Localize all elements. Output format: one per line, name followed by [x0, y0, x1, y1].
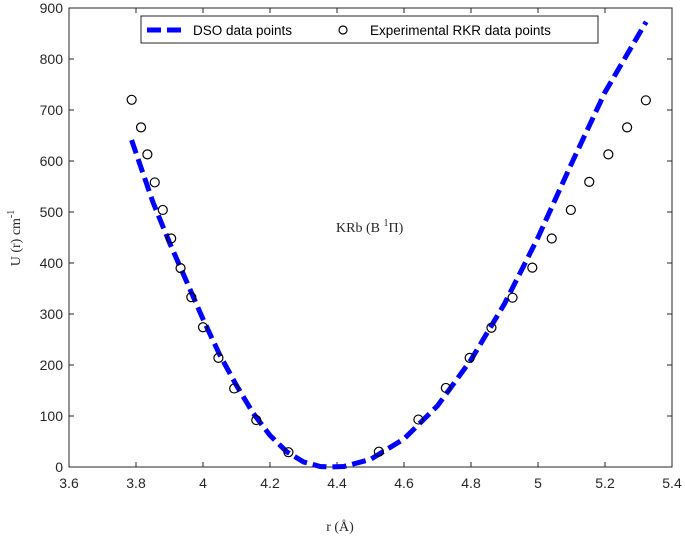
x-tick-label: 4.8	[461, 475, 481, 491]
rkr-data-point	[186, 292, 197, 303]
y-axis-label: U (r) cm-1	[6, 210, 24, 267]
rkr-data-point	[197, 322, 209, 333]
y-tick-label: 500	[40, 204, 64, 220]
plot-area	[68, 7, 673, 468]
rkr-data-point	[166, 233, 177, 244]
rkr-data-point	[622, 122, 633, 133]
rkr-data-point	[283, 447, 294, 458]
series-marks	[126, 20, 651, 470]
y-axis-label-text: U (r) cm	[9, 218, 24, 266]
dso-curve	[129, 20, 649, 470]
rkr-data-point	[135, 122, 147, 133]
rkr-data-point	[603, 149, 614, 160]
x-tick-label: 5	[534, 475, 542, 491]
y-tick-label: 700	[40, 102, 64, 118]
rkr-data-point	[464, 352, 475, 363]
rkr-data-point	[213, 352, 224, 363]
rkr-data-point	[546, 233, 557, 244]
x-tick-label: 4.6	[394, 475, 414, 491]
annotation-tail: Π)	[388, 221, 403, 236]
x-tick-label: 4.2	[260, 475, 280, 491]
y-axis-label-sup: -1	[6, 210, 17, 218]
x-tick-label: 5.4	[662, 475, 682, 491]
rkr-data-point	[640, 95, 651, 106]
rkr-data-point	[373, 446, 384, 457]
annotation: KRb (B 1Π)	[336, 218, 404, 236]
legend-rkr-swatch	[338, 25, 348, 35]
rkr-data-point	[157, 204, 168, 216]
legend-box	[140, 15, 599, 44]
rkr-data-point	[229, 383, 240, 394]
rkr-data-point	[142, 149, 153, 160]
y-tick-label: 900	[40, 0, 64, 16]
y-tick-label: 400	[40, 255, 64, 271]
x-tick-label: 4.4	[327, 475, 347, 491]
legend-dso-label: DSO data points	[193, 23, 292, 38]
rkr-data-point	[413, 414, 424, 425]
y-tick-label: 0	[55, 459, 63, 475]
y-tick-label: 800	[40, 51, 64, 67]
rkr-data-point	[507, 292, 518, 303]
y-tick-label: 600	[40, 153, 64, 169]
x-tick-label: 3.8	[126, 475, 146, 491]
legend-rkr-label: Experimental RKR data points	[370, 23, 551, 38]
rkr-data-point	[527, 262, 538, 273]
rkr-data-point	[149, 177, 160, 188]
y-tick-label: 300	[40, 306, 64, 322]
annotation-sup: 1	[383, 218, 388, 229]
rkr-data-point	[584, 176, 595, 188]
axis-ticks: 3.6 3.8 4 4.2 4.4 4.6 4.8 5 5.2 5.4 0 100 200 300 400 5…	[40, 0, 682, 491]
legend: DSO data points Experimental RKR data po…	[140, 15, 599, 44]
rkr-data-point	[175, 263, 186, 274]
rkr-data-point	[565, 204, 576, 216]
rkr-data-point	[440, 382, 451, 394]
rkr-data-point	[486, 322, 497, 333]
annotation-text: KRb (B	[336, 221, 383, 236]
rkr-data-point	[126, 94, 137, 105]
x-tick-label: 4	[199, 475, 207, 491]
x-tick-label: 5.2	[595, 475, 615, 491]
x-axis-label: r (Å)	[326, 519, 354, 535]
y-tick-label: 100	[40, 408, 64, 424]
rkr-data-point	[251, 414, 262, 426]
x-tick-label: 3.6	[59, 475, 79, 491]
y-tick-label: 200	[40, 357, 64, 373]
